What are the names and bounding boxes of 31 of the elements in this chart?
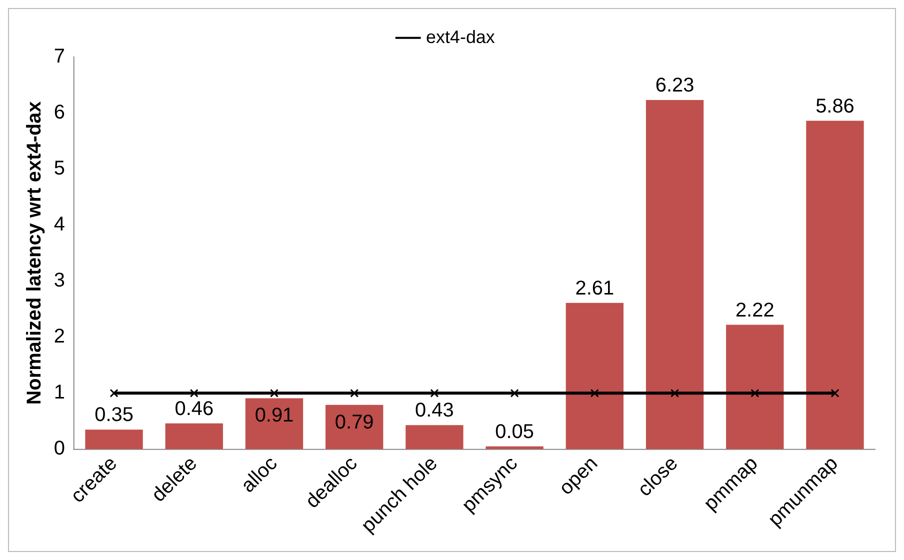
y-tick-label: 1 — [54, 382, 65, 404]
data-label: 2.61 — [575, 277, 614, 300]
data-label: 0.43 — [415, 400, 454, 422]
bar — [566, 302, 624, 450]
data-label: 0.79 — [334, 411, 374, 434]
y-axis-title: Normalized latency wrt ext4-dax — [23, 101, 46, 405]
bar — [85, 430, 143, 450]
data-label: 0.91 — [254, 404, 294, 427]
data-label: 0.05 — [495, 420, 534, 443]
y-tick-label: 5 — [54, 157, 65, 180]
bar — [806, 120, 864, 450]
y-tick-label: 6 — [54, 101, 65, 124]
y-tick-label: 4 — [54, 213, 65, 236]
data-label: 0.35 — [94, 404, 134, 426]
data-label: 6.23 — [655, 74, 694, 97]
bar — [646, 100, 704, 450]
bar — [245, 398, 304, 450]
y-tick-label: 0 — [54, 438, 65, 460]
y-tick-label: 2 — [54, 326, 65, 348]
data-label: 2.22 — [735, 299, 774, 322]
bar — [406, 425, 464, 450]
data-label: 0.46 — [174, 398, 214, 420]
legend-label: ext4-dax — [426, 26, 495, 47]
data-label: 5.86 — [816, 95, 854, 118]
bar — [486, 446, 544, 450]
y-tick-label: 7 — [54, 45, 65, 68]
bar — [326, 404, 384, 450]
x-tick-label: alloc — [237, 452, 282, 498]
y-tick-label: 3 — [54, 270, 65, 292]
bar — [726, 324, 784, 450]
bar — [165, 423, 223, 450]
